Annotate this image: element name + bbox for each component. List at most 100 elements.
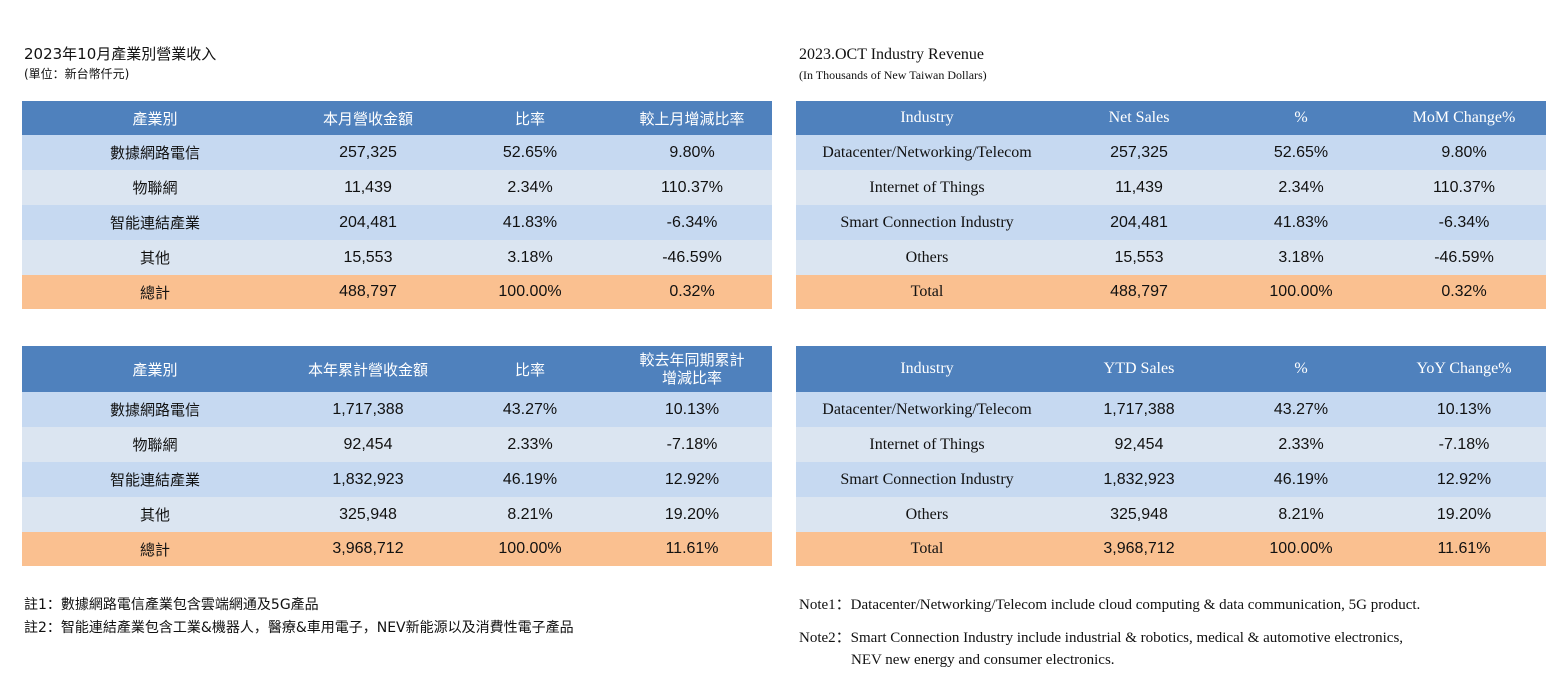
cell-value: 488,797	[288, 275, 448, 309]
table-row: Datacenter/Networking/Telecom 257,325 52…	[796, 135, 1546, 170]
cell-value: 3,968,712	[1058, 532, 1220, 566]
row-label: Others	[796, 497, 1058, 532]
cell-value: 43.27%	[1220, 392, 1382, 427]
total-row: 總計 488,797 100.00% 0.32%	[22, 275, 772, 309]
cell-value: 100.00%	[448, 532, 612, 566]
cell-value: 3.18%	[448, 240, 612, 275]
row-label: 數據網路電信	[22, 135, 288, 170]
header-cell: 較上月增減比率	[612, 101, 772, 135]
cell-value: 46.19%	[1220, 462, 1382, 497]
cell-value: 3,968,712	[288, 532, 448, 566]
header-line: 較去年同期累計	[639, 351, 745, 369]
row-label: Total	[796, 532, 1058, 566]
cell-value: 110.37%	[612, 170, 772, 205]
row-label: 總計	[22, 275, 288, 309]
cell-value: 15,553	[288, 240, 448, 275]
header-cell: MoM Change%	[1382, 101, 1546, 135]
zh-unit: (單位：新台幣仟元)	[24, 67, 130, 81]
cell-value: 2.33%	[448, 427, 612, 462]
cell-value: -46.59%	[1382, 240, 1546, 275]
table-row: 數據網路電信 1,717,388 43.27% 10.13%	[22, 392, 772, 427]
zh-monthly-table: 產業別 本月營收金額 比率 較上月增減比率 數據網路電信 257,325 52.…	[22, 101, 772, 309]
cell-value: 11.61%	[1382, 532, 1546, 566]
header-cell: 產業別	[22, 346, 288, 392]
table-row: Internet of Things 92,454 2.33% -7.18%	[796, 427, 1546, 462]
cell-value: -7.18%	[612, 427, 772, 462]
header-cell: %	[1220, 346, 1382, 392]
table-row: Smart Connection Industry 1,832,923 46.1…	[796, 462, 1546, 497]
total-row: Total 3,968,712 100.00% 11.61%	[796, 532, 1546, 566]
row-label: Smart Connection Industry	[796, 205, 1058, 240]
row-label: 智能連結產業	[22, 462, 288, 497]
table-row: 智能連結產業 1,832,923 46.19% 12.92%	[22, 462, 772, 497]
row-label: Internet of Things	[796, 427, 1058, 462]
total-row: Total 488,797 100.00% 0.32%	[796, 275, 1546, 309]
cell-value: 10.13%	[1382, 392, 1546, 427]
row-label: 數據網路電信	[22, 392, 288, 427]
row-label: 其他	[22, 497, 288, 532]
cell-value: 325,948	[288, 497, 448, 532]
header-line: 增減比率	[661, 369, 722, 387]
row-label: Smart Connection Industry	[796, 462, 1058, 497]
cell-value: 52.65%	[448, 135, 612, 170]
zh-note-1: 註1：數據網路電信產業包含雲端網通及5G產品	[24, 597, 319, 613]
cell-value: 100.00%	[448, 275, 612, 309]
cell-value: 2.33%	[1220, 427, 1382, 462]
cell-value: 11,439	[1058, 170, 1220, 205]
cell-value: 19.20%	[612, 497, 772, 532]
cell-value: 100.00%	[1220, 532, 1382, 566]
cell-value: 0.32%	[612, 275, 772, 309]
en-note-1: Note1：Datacenter/Networking/Telecom incl…	[799, 597, 1421, 613]
en-note-2-line-1: Note2：Smart Connection Industry include …	[799, 630, 1404, 646]
table-row: 智能連結產業 204,481 41.83% -6.34%	[22, 205, 772, 240]
header-cell: 本年累計營收金額	[288, 346, 448, 392]
cell-value: -6.34%	[612, 205, 772, 240]
row-label: 物聯網	[22, 427, 288, 462]
header-cell: 比率	[448, 101, 612, 135]
table-header-row: Industry Net Sales % MoM Change%	[796, 101, 1546, 135]
table-row: 數據網路電信 257,325 52.65% 9.80%	[22, 135, 772, 170]
cell-value: 19.20%	[1382, 497, 1546, 532]
cell-value: 12.92%	[612, 462, 772, 497]
cell-value: 46.19%	[448, 462, 612, 497]
total-row: 總計 3,968,712 100.00% 11.61%	[22, 532, 772, 566]
zh-title: 2023年10月產業別營業收入	[24, 45, 217, 63]
row-label: 總計	[22, 532, 288, 566]
table-header-row: 產業別 本月營收金額 比率 較上月增減比率	[22, 101, 772, 135]
table-row: 其他 15,553 3.18% -46.59%	[22, 240, 772, 275]
cell-value: -7.18%	[1382, 427, 1546, 462]
cell-value: 100.00%	[1220, 275, 1382, 309]
header-cell: 比率	[448, 346, 612, 392]
en-note-2-line-2: NEV new energy and consumer electronics.	[851, 652, 1115, 668]
table-row: 物聯網 11,439 2.34% 110.37%	[22, 170, 772, 205]
cell-value: 1,717,388	[1058, 392, 1220, 427]
en-unit: (In Thousands of New Taiwan Dollars)	[799, 68, 987, 82]
cell-value: 204,481	[1058, 205, 1220, 240]
cell-value: 11.61%	[612, 532, 772, 566]
header-cell: Net Sales	[1058, 101, 1220, 135]
table-row: Others 15,553 3.18% -46.59%	[796, 240, 1546, 275]
cell-value: -46.59%	[612, 240, 772, 275]
row-label: Internet of Things	[796, 170, 1058, 205]
cell-value: 41.83%	[1220, 205, 1382, 240]
table-row: Datacenter/Networking/Telecom 1,717,388 …	[796, 392, 1546, 427]
cell-value: 204,481	[288, 205, 448, 240]
cell-value: 12.92%	[1382, 462, 1546, 497]
cell-value: 2.34%	[1220, 170, 1382, 205]
header-cell: Industry	[796, 101, 1058, 135]
header-cell: 產業別	[22, 101, 288, 135]
cell-value: 488,797	[1058, 275, 1220, 309]
header-cell: YoY Change%	[1382, 346, 1546, 392]
row-label: Datacenter/Networking/Telecom	[796, 392, 1058, 427]
cell-value: -6.34%	[1382, 205, 1546, 240]
zh-ytd-table: 產業別 本年累計營收金額 比率 較去年同期累計 增減比率 數據網路電信 1,71…	[22, 346, 772, 566]
cell-value: 1,832,923	[1058, 462, 1220, 497]
cell-value: 110.37%	[1382, 170, 1546, 205]
cell-value: 0.32%	[1382, 275, 1546, 309]
table-row: 其他 325,948 8.21% 19.20%	[22, 497, 772, 532]
cell-value: 257,325	[1058, 135, 1220, 170]
row-label: Total	[796, 275, 1058, 309]
table-row: Others 325,948 8.21% 19.20%	[796, 497, 1546, 532]
row-label: 智能連結產業	[22, 205, 288, 240]
zh-note-2: 註2：智能連結產業包含工業&機器人，醫療&車用電子，NEV新能源以及消費性電子產…	[24, 620, 574, 636]
